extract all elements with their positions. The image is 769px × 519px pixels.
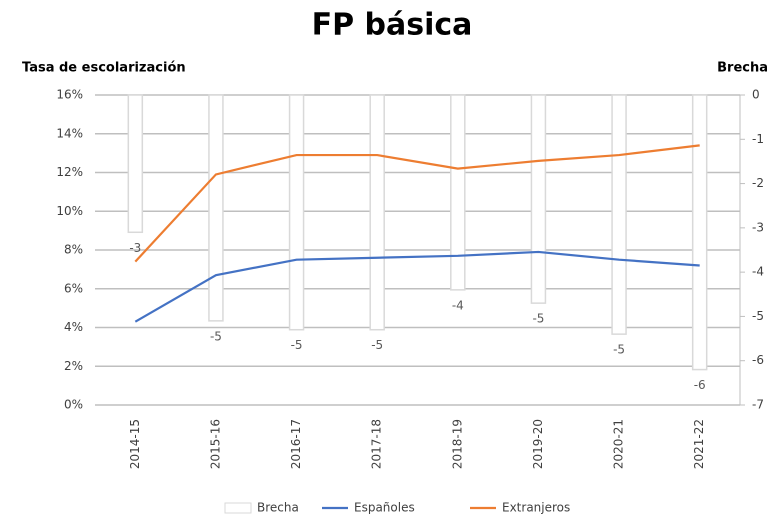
y-tick-label: 6% bbox=[64, 281, 83, 295]
x-tick-label: 2016-17 bbox=[289, 419, 303, 469]
y-axis-title: Tasa de escolarización bbox=[22, 61, 186, 76]
line bbox=[134, 144, 700, 263]
data-label: -6 bbox=[694, 378, 706, 392]
y2-axis-title: Brecha bbox=[717, 61, 768, 76]
x-tick-label: 2020-21 bbox=[612, 419, 626, 469]
y-tick-label: 2% bbox=[64, 359, 83, 373]
x-tick-label: 2019-20 bbox=[531, 419, 545, 469]
bar bbox=[369, 94, 385, 331]
chart-title: FP básica bbox=[312, 8, 473, 43]
bar bbox=[530, 94, 547, 304]
y-tick-label: 4% bbox=[64, 320, 83, 334]
data-label: -5 bbox=[210, 329, 222, 343]
bar bbox=[450, 94, 466, 291]
data-label: -3 bbox=[129, 241, 141, 255]
y-tick-label: 16% bbox=[56, 88, 83, 102]
y-tick-label: 14% bbox=[56, 126, 83, 140]
y2-tick-label: -1 bbox=[752, 132, 764, 146]
y-tick-label: 10% bbox=[56, 204, 83, 218]
legend-swatch bbox=[224, 502, 252, 514]
data-label: -5 bbox=[613, 343, 625, 357]
x-tick-label: 2018-19 bbox=[450, 419, 464, 469]
y-tick-label: 12% bbox=[56, 165, 83, 179]
bar bbox=[288, 94, 305, 331]
x-tick-label: 2014-15 bbox=[128, 419, 142, 469]
data-label: -5 bbox=[371, 338, 383, 352]
x-tick-label: 2021-22 bbox=[692, 419, 706, 469]
y2-tick-label: 0 bbox=[752, 88, 760, 102]
data-label: -4 bbox=[452, 298, 464, 312]
y2-tick-label: -7 bbox=[752, 398, 764, 412]
y2-tick-label: -2 bbox=[752, 176, 764, 190]
legend-label: Españoles bbox=[354, 501, 415, 515]
x-tick-label: 2017-18 bbox=[370, 419, 384, 469]
x-tick-label: 2015-16 bbox=[208, 419, 222, 469]
y2-tick-label: -5 bbox=[752, 309, 764, 323]
y2-tick-label: -3 bbox=[752, 220, 764, 234]
bar bbox=[208, 94, 224, 322]
line bbox=[134, 250, 700, 323]
y2-tick-label: -6 bbox=[752, 353, 764, 367]
bar bbox=[127, 94, 144, 234]
legend-label: Extranjeros bbox=[502, 501, 570, 515]
data-label: -5 bbox=[532, 312, 544, 326]
legend-label: Brecha bbox=[257, 501, 299, 515]
bar bbox=[691, 94, 708, 371]
data-label: -5 bbox=[291, 338, 303, 352]
y2-tick-label: -4 bbox=[752, 265, 764, 279]
y-tick-label: 8% bbox=[64, 243, 83, 257]
bar bbox=[611, 94, 627, 335]
y-tick-label: 0% bbox=[64, 398, 83, 412]
